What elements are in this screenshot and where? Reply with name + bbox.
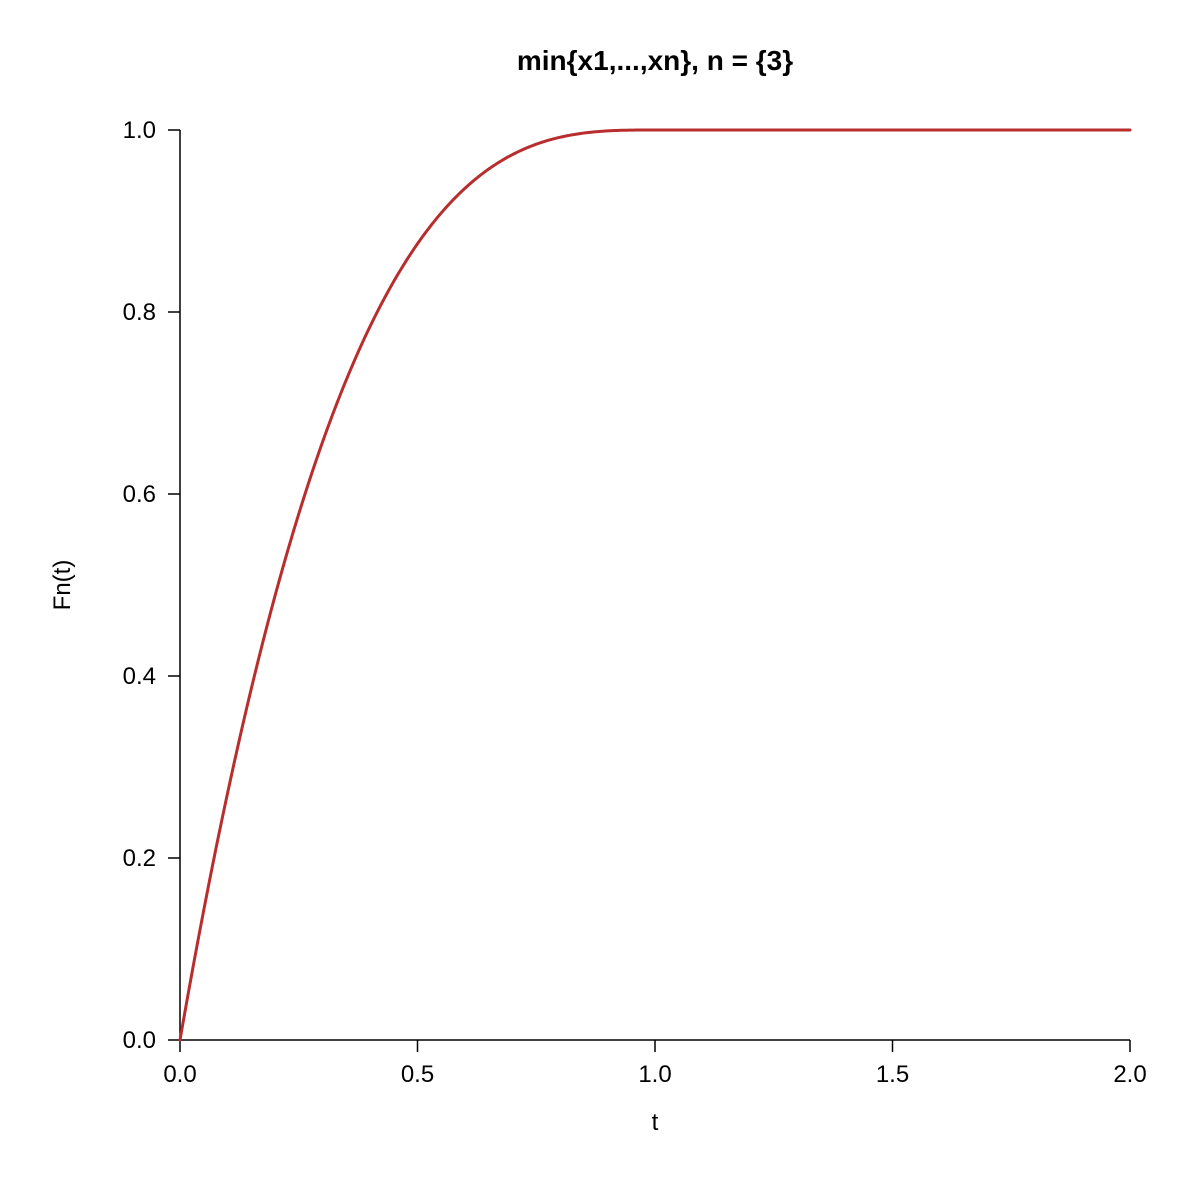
x-tick-label: 0.0	[163, 1061, 196, 1088]
y-tick-label: 1.0	[123, 117, 156, 144]
x-tick-label: 1.0	[638, 1061, 671, 1088]
chart-svg: 0.0 0.5 1.0 1.5 2.0 0.0 0.2 0.4 0.6 0.8 1.0 t Fn(t) m…	[0, 0, 1200, 1200]
chart-title: min{x1,...,xn}, n = {3}	[517, 45, 793, 76]
x-tick-label: 1.5	[876, 1061, 909, 1088]
chart-container: 0.0 0.5 1.0 1.5 2.0 0.0 0.2 0.4 0.6 0.8 1.0 t Fn(t) m…	[0, 0, 1200, 1200]
y-tick-label: 0.4	[123, 663, 156, 690]
y-tick-label: 0.0	[123, 1027, 156, 1054]
y-axis-title: Fn(t)	[49, 560, 76, 611]
series-line-fn	[180, 130, 1130, 1040]
y-tick-label: 0.2	[123, 845, 156, 872]
x-tick-label: 0.5	[401, 1061, 434, 1088]
x-axis-title: t	[652, 1109, 659, 1136]
y-tick-label: 0.8	[123, 299, 156, 326]
x-tick-label: 2.0	[1113, 1061, 1146, 1088]
y-tick-label: 0.6	[123, 481, 156, 508]
